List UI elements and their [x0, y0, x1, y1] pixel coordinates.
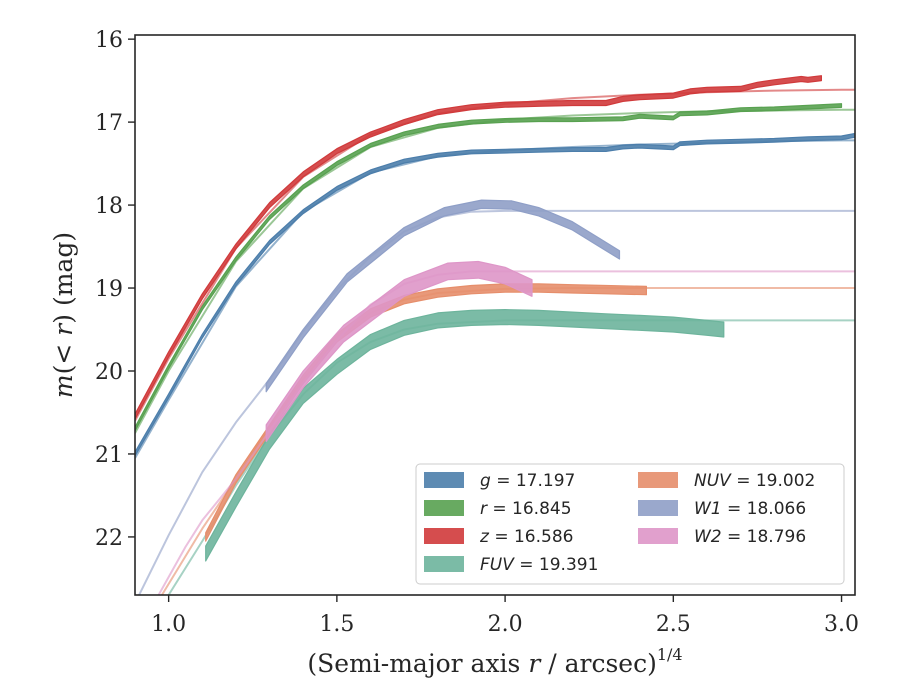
- model-curve-g: [135, 139, 855, 459]
- x-axis-label: (Semi-major axis r / arcsec)1/4: [307, 645, 682, 678]
- y-tick-label: 21: [95, 443, 123, 468]
- legend-swatch-z: [424, 528, 464, 544]
- series-W2: [157, 260, 855, 595]
- legend-swatch-FUV: [424, 556, 464, 572]
- legend-label-g: g = 17.197: [480, 471, 575, 491]
- x-tick-label: 3.0: [824, 612, 859, 637]
- plot-frame: [134, 34, 856, 596]
- legend-swatch-r: [424, 500, 464, 516]
- y-axis-ticks: 16 17 18 19 20 21 22: [95, 28, 135, 551]
- legend: g = 17.197 r = 16.845 z = 16.586 FUV = 19.3…: [415, 463, 845, 585]
- legend-label-W2: W2 = 18.796: [694, 527, 806, 547]
- y-tick-label: 16: [95, 28, 123, 53]
- y-tick-label: 17: [95, 111, 123, 136]
- data-band-z: [135, 75, 823, 420]
- x-axis-ticks: 1.0 1.5 2.0 2.5 3.0: [151, 595, 859, 637]
- legend-swatch-W2: [638, 528, 678, 544]
- y-axis-label: m(< r) (mag): [49, 232, 78, 398]
- data-band-r: [135, 103, 843, 432]
- data-band-g: [135, 132, 855, 457]
- y-tick-label: 19: [95, 277, 123, 302]
- series-g: [135, 132, 855, 459]
- data-band-FUV: [205, 309, 725, 562]
- y-tick-label: 18: [95, 194, 123, 219]
- legend-box: [415, 463, 845, 585]
- legend-label-FUV: FUV = 19.391: [480, 555, 598, 575]
- x-tick-label: 1.0: [151, 612, 186, 637]
- series-z: [135, 75, 855, 422]
- x-tick-label: 2.0: [488, 612, 523, 637]
- legend-label-r: r = 16.845: [480, 499, 572, 519]
- legend-swatch-g: [424, 472, 464, 488]
- legend-label-NUV: NUV = 19.002: [694, 471, 815, 491]
- plot-series-layer: [135, 75, 855, 595]
- x-tick-label: 1.5: [319, 612, 354, 637]
- series-W1: [137, 199, 855, 595]
- legend-swatch-NUV: [638, 472, 678, 488]
- data-band-W2: [265, 260, 533, 443]
- data-band-W1: [265, 199, 621, 393]
- series-FUV: [167, 309, 855, 595]
- y-tick-label: 22: [95, 526, 123, 551]
- series-r: [135, 103, 855, 434]
- y-tick-label: 20: [95, 360, 123, 385]
- legend-swatch-W1: [638, 500, 678, 516]
- legend-label-W1: W1 = 18.066: [694, 499, 806, 519]
- x-tick-label: 2.5: [656, 612, 691, 637]
- legend-label-z: z = 16.586: [479, 527, 573, 547]
